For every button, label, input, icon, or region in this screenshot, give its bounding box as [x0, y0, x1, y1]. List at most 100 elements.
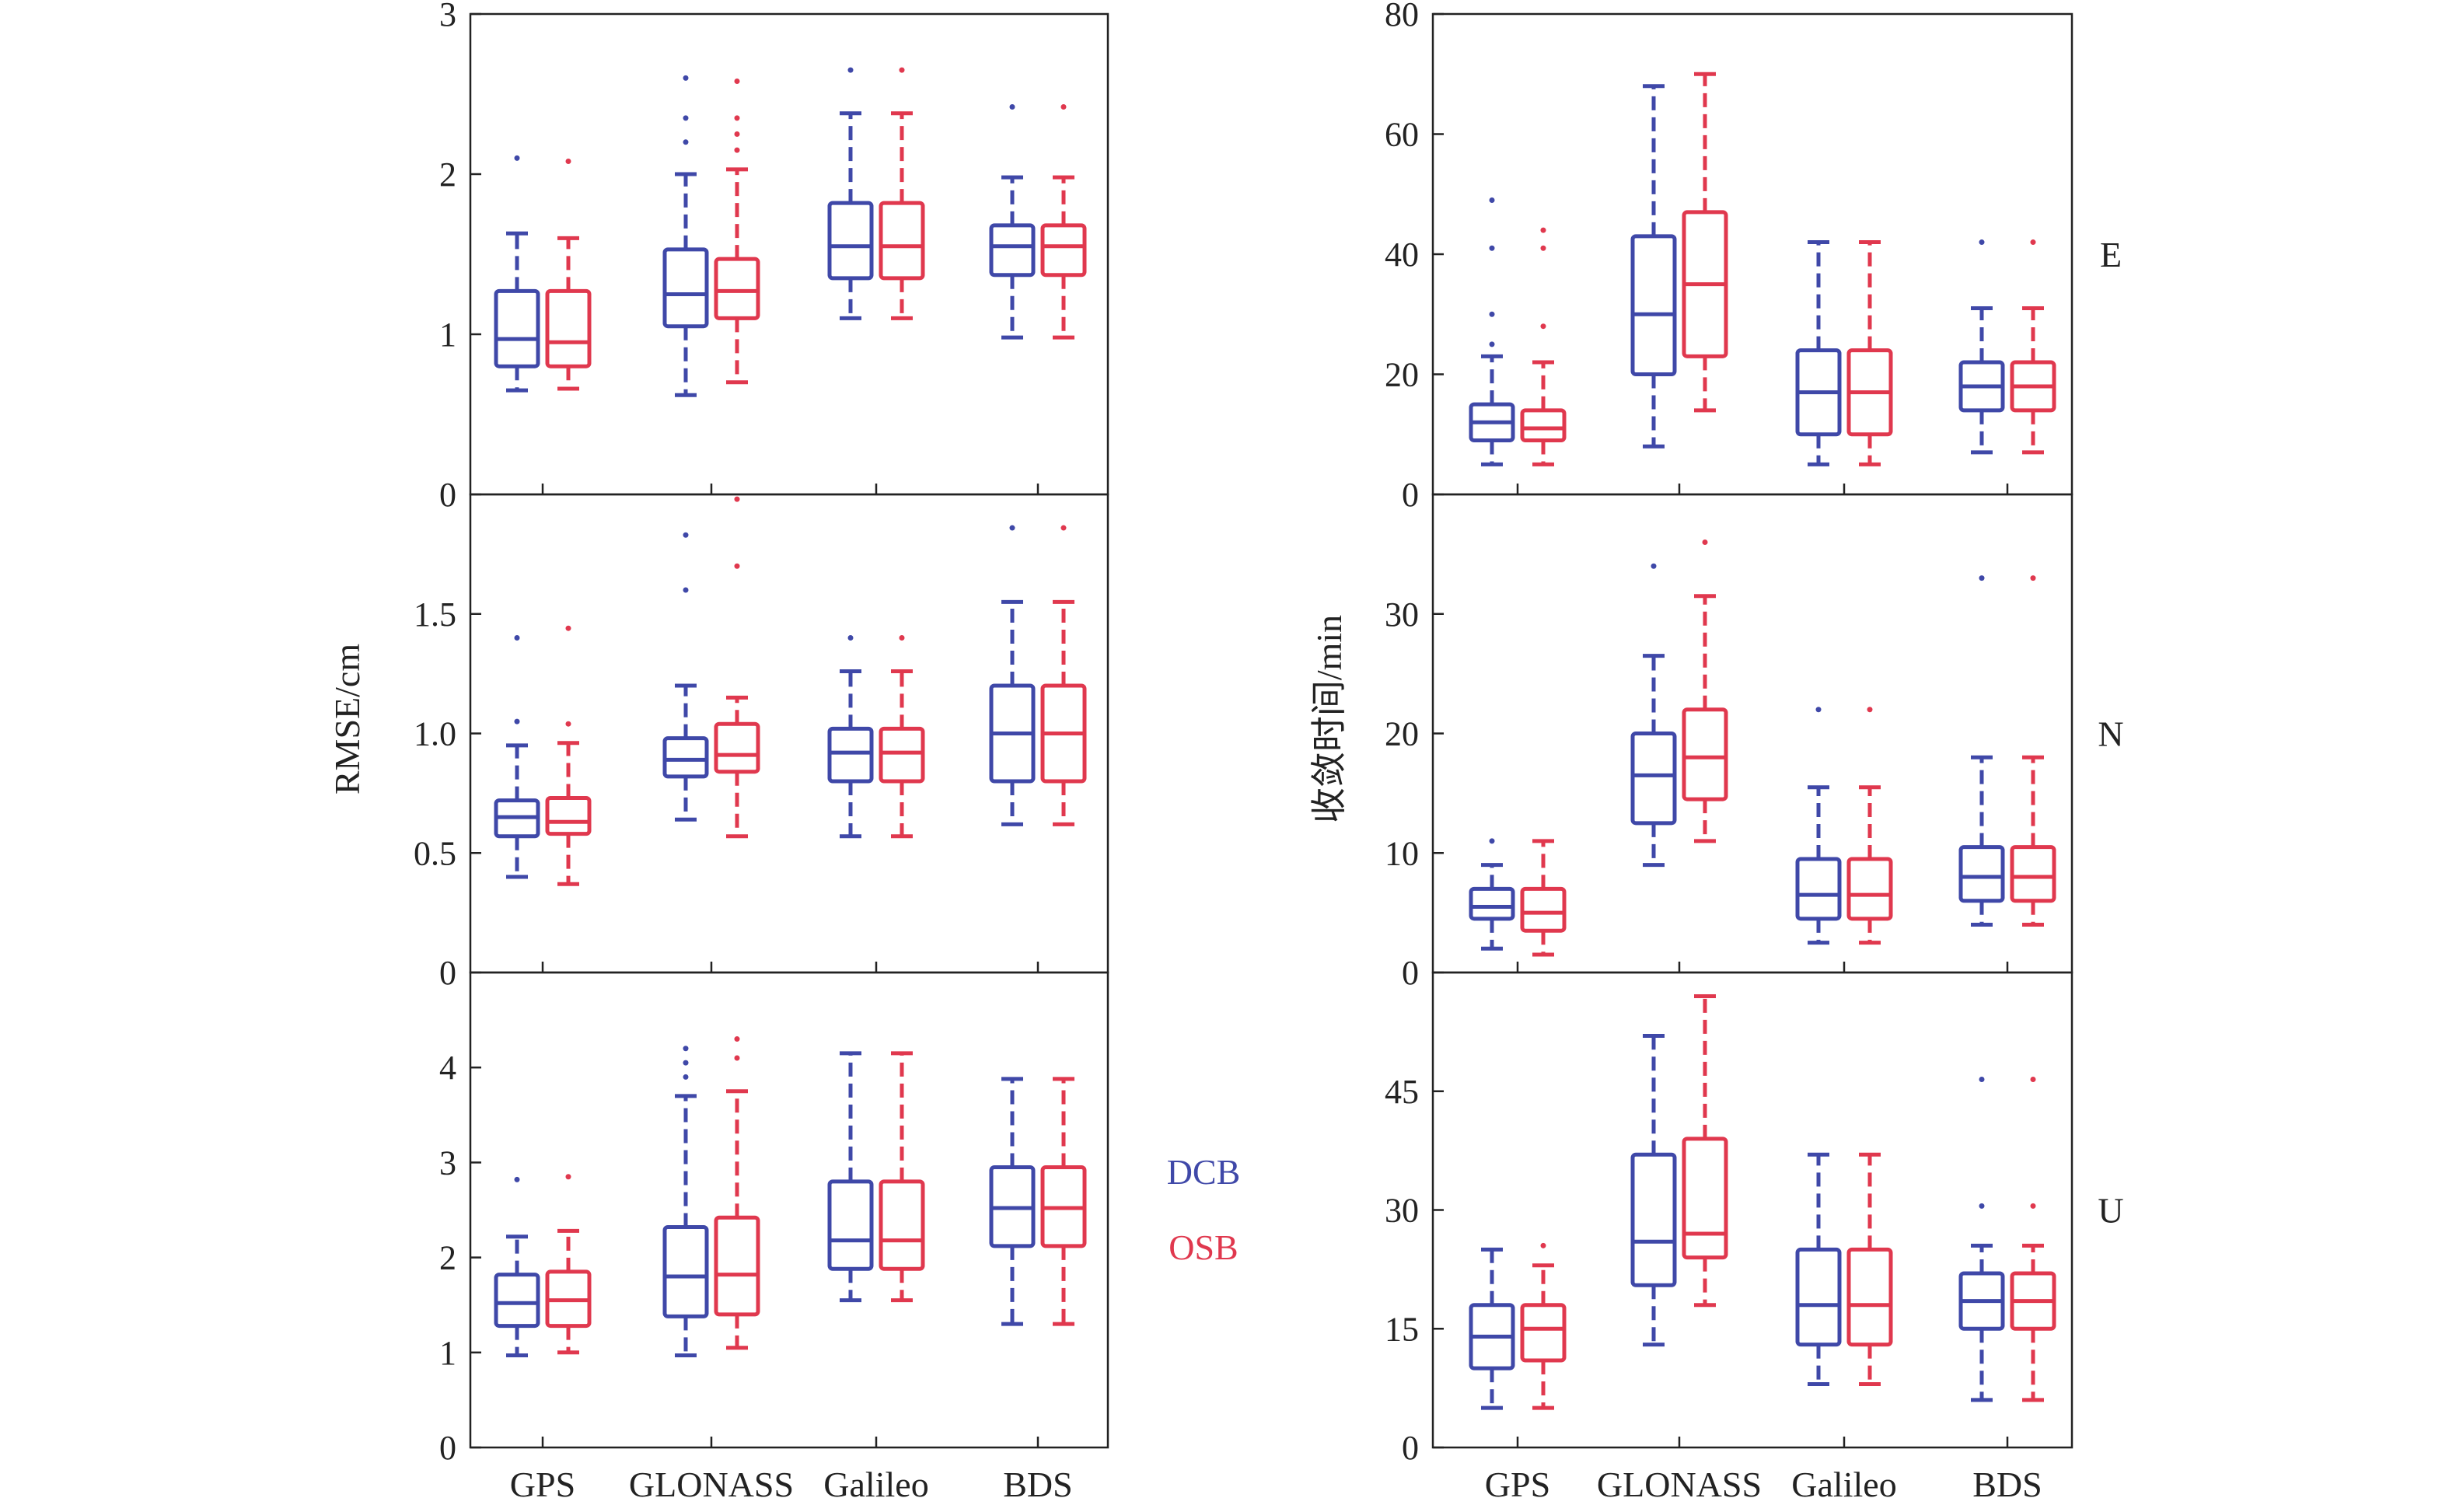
- box-dcb-glonass: [1630, 1033, 1677, 1347]
- iqr-box: [662, 1224, 709, 1318]
- outlier-point: [1009, 103, 1015, 110]
- legend-osb: OSB: [1169, 1227, 1238, 1267]
- outlier-point: [1979, 239, 1985, 246]
- outlier-point: [1060, 525, 1067, 531]
- y-tick-label: 4: [439, 1049, 456, 1087]
- box-dcb-gps: [1469, 838, 1515, 951]
- iqr-box: [1520, 408, 1567, 442]
- panel-left-1: 0 1 2 3: [439, 0, 1109, 514]
- component-label: N: [2098, 714, 2123, 754]
- iqr-box: [1682, 1137, 1728, 1260]
- y-tick-label: 30: [1385, 595, 1419, 634]
- outlier-point: [734, 496, 740, 502]
- outlier-point: [1651, 563, 1657, 569]
- box-dcb-galileo: [827, 1051, 874, 1303]
- box-dcb-glonass: [662, 532, 709, 822]
- outlier-point: [1489, 838, 1495, 844]
- iqr-box: [714, 721, 760, 774]
- outlier-point: [734, 147, 740, 153]
- iqr-box: [545, 796, 592, 836]
- box-osb-gps: [1520, 839, 1567, 957]
- outlier-point: [1540, 227, 1546, 233]
- y-tick-label: 0: [1402, 954, 1419, 992]
- outlier-point: [1540, 323, 1546, 330]
- box-dcb-bds: [989, 103, 1036, 340]
- x-tick-label: GLONASS: [1597, 1465, 1762, 1504]
- box-osb-gps: [1520, 227, 1567, 466]
- outlier-point: [734, 131, 740, 137]
- iqr-box: [1040, 223, 1087, 278]
- box-osb-gps: [545, 1174, 592, 1355]
- box-dcb-gps: [494, 155, 540, 393]
- outlier-point: [683, 1060, 689, 1066]
- iqr-box: [494, 288, 540, 368]
- x-tick-label: Galileo: [823, 1465, 928, 1504]
- outlier-point: [1489, 197, 1495, 203]
- left-y-axis-title-text: RMSE/cm: [327, 644, 367, 794]
- outlier-point: [514, 155, 520, 161]
- box-dcb-glonass: [662, 75, 709, 397]
- box-osb-bds: [1040, 1077, 1087, 1326]
- legend-dcb: DCB: [1167, 1152, 1241, 1192]
- y-tick-label: 0: [439, 476, 456, 514]
- box-osb-bds: [2010, 575, 2056, 927]
- outlier-point: [683, 75, 689, 81]
- outlier-point: [683, 587, 689, 593]
- box-osb-gps: [1520, 1242, 1567, 1410]
- component-label: E: [2100, 235, 2122, 274]
- outlier-point: [847, 67, 854, 73]
- outlier-point: [734, 1036, 740, 1042]
- box-osb-glonass: [1682, 540, 1728, 843]
- outlier-point: [683, 1046, 689, 1052]
- y-tick-label: 1.5: [414, 595, 456, 634]
- y-tick-label: 0.5: [414, 834, 456, 872]
- iqr-box: [1846, 857, 1893, 921]
- outlier-point: [734, 563, 740, 569]
- outlier-point: [514, 718, 520, 725]
- iqr-box: [1958, 845, 2005, 903]
- outlier-point: [734, 1055, 740, 1061]
- x-tick-label: BDS: [1003, 1465, 1072, 1504]
- box-dcb-gps: [494, 1176, 540, 1357]
- y-tick-label: 30: [1385, 1192, 1419, 1230]
- y-tick-label: 1: [439, 316, 456, 354]
- outlier-point: [1009, 525, 1015, 531]
- box-osb-bds: [1040, 525, 1087, 826]
- outlier-point: [1979, 1076, 1985, 1082]
- outlier-point: [2030, 575, 2036, 581]
- y-tick-label: 0: [439, 1429, 456, 1467]
- outlier-point: [899, 635, 905, 641]
- iqr-box: [2010, 845, 2056, 903]
- y-tick-label: 20: [1385, 356, 1419, 394]
- outlier-point: [1702, 540, 1708, 545]
- outlier-point: [1060, 103, 1067, 110]
- box-dcb-bds: [989, 525, 1036, 826]
- outlier-point: [2030, 1076, 2036, 1082]
- iqr-box: [827, 1179, 874, 1271]
- outlier-point: [734, 115, 740, 121]
- x-tick-label: GPS: [510, 1465, 575, 1504]
- iqr-box: [1520, 886, 1567, 933]
- iqr-box: [879, 201, 925, 281]
- box-osb-gps: [545, 625, 592, 886]
- outlier-point: [683, 532, 689, 538]
- y-tick-label: 0: [439, 954, 456, 992]
- box-osb-galileo: [879, 635, 925, 839]
- outlier-point: [1979, 575, 1985, 581]
- box-osb-bds: [2010, 239, 2056, 455]
- outlier-point: [899, 67, 905, 73]
- box-osb-bds: [1040, 103, 1087, 340]
- outlier-point: [1540, 1242, 1546, 1248]
- component-label: U: [2098, 1191, 2123, 1231]
- iqr-box: [714, 257, 760, 320]
- x-tick-label: GPS: [1485, 1465, 1550, 1504]
- box-osb-galileo: [879, 67, 925, 320]
- box-osb-bds: [2010, 1076, 2056, 1402]
- iqr-box: [827, 201, 874, 281]
- iqr-box: [1469, 886, 1515, 921]
- y-tick-label: 2: [439, 155, 456, 194]
- iqr-box: [1630, 234, 1677, 377]
- y-tick-label: 3: [439, 0, 456, 33]
- y-tick-label: 3: [439, 1144, 456, 1182]
